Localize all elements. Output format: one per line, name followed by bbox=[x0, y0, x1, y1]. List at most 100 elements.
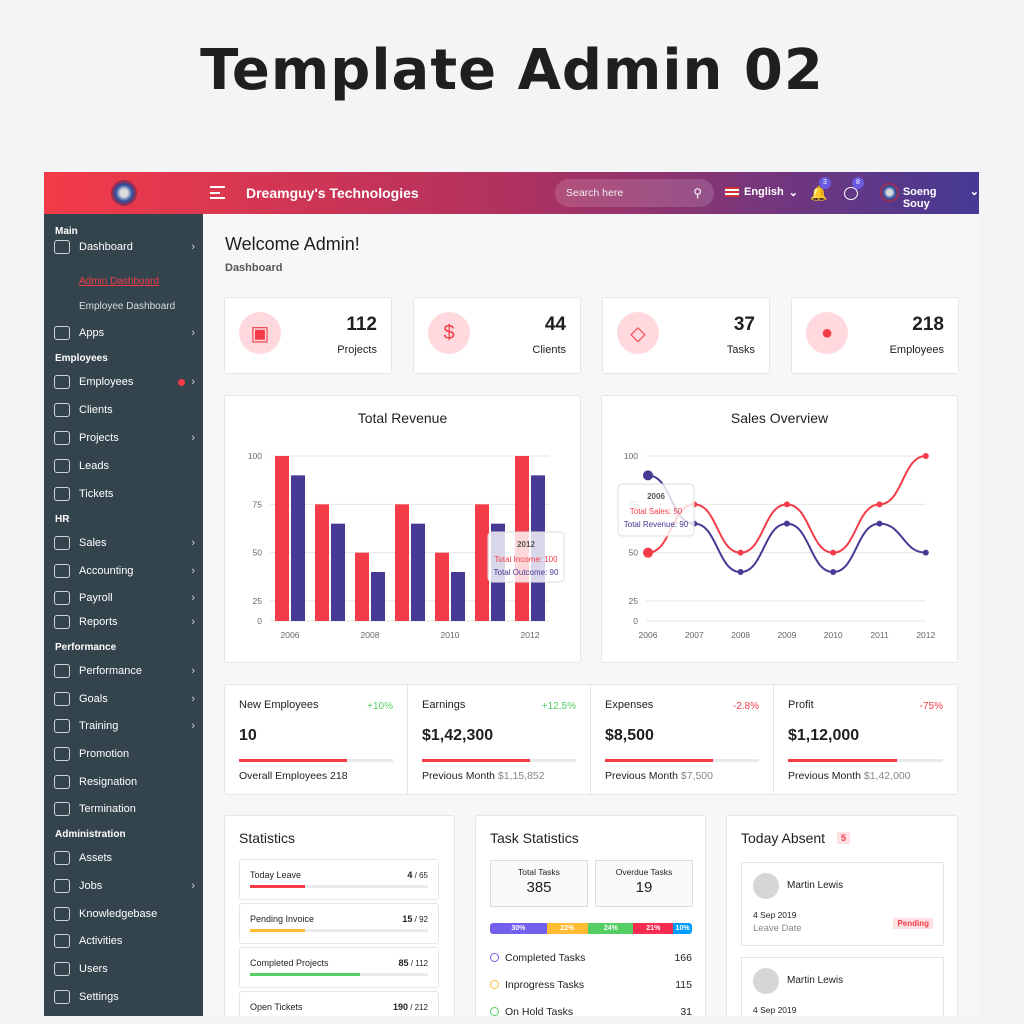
search-input[interactable]: Search here ⚲ bbox=[555, 179, 714, 207]
stat-label: Employees bbox=[889, 344, 944, 356]
y-tick-label: 25 bbox=[253, 596, 263, 606]
sidebar-item-label: Apps bbox=[79, 327, 105, 339]
tooltip-line: Total Revenue: 90 bbox=[624, 520, 689, 529]
chevron-right-icon: › bbox=[191, 241, 195, 253]
bar-total-outcome bbox=[451, 572, 465, 621]
sidebar-item-knowledgebase[interactable]: Knowledgebase bbox=[54, 904, 199, 924]
data-point bbox=[783, 501, 790, 508]
statistic-label: Completed Projects bbox=[250, 958, 329, 968]
sidebar-item-goals[interactable]: Goals › bbox=[54, 689, 199, 709]
data-point bbox=[876, 501, 883, 508]
stat-card-tasks[interactable]: ◇ 37 Tasks bbox=[602, 297, 770, 374]
sidebar-item-sales[interactable]: Sales › bbox=[54, 533, 199, 553]
welcome-heading: Welcome Admin! bbox=[225, 234, 360, 254]
total-tasks-label: Total Tasks bbox=[518, 867, 560, 877]
sidebar-item-employees[interactable]: Employees › bbox=[54, 372, 199, 392]
reports-icon bbox=[54, 615, 70, 629]
sidebar-item-jobs[interactable]: Jobs › bbox=[54, 876, 199, 896]
absent-item[interactable]: Martin Lewis 4 Sep 2019 Leave Date Pendi… bbox=[741, 862, 944, 946]
language-select[interactable]: English ⌄ bbox=[725, 186, 798, 199]
sidebar-subitem[interactable]: Employee Dashboard bbox=[79, 301, 176, 312]
kpi-footer: Previous Month $7,500 bbox=[605, 770, 759, 782]
kpi-progress bbox=[422, 759, 576, 762]
statistic-progress bbox=[250, 973, 428, 976]
sidebar-item-training[interactable]: Training › bbox=[54, 716, 199, 736]
task-value: 166 bbox=[674, 952, 692, 964]
sidebar-item-label: Users bbox=[79, 963, 108, 975]
x-tick-label: 2012 bbox=[521, 630, 540, 640]
sidebar-item-reports[interactable]: Reports › bbox=[54, 612, 199, 632]
breadcrumb: Dashboard bbox=[225, 262, 283, 274]
x-tick-label: 2009 bbox=[777, 630, 796, 640]
chart-title: Sales Overview bbox=[730, 410, 829, 426]
leads-icon bbox=[54, 459, 70, 473]
sidebar-item-projects[interactable]: Projects › bbox=[54, 428, 199, 448]
tooltip-line: Total Sales: 50 bbox=[630, 507, 683, 516]
menu-toggle-icon[interactable] bbox=[210, 186, 225, 199]
sidebar-item-payroll[interactable]: Payroll › bbox=[54, 588, 199, 608]
statistic-total: / 92 bbox=[414, 915, 428, 924]
accounting-icon bbox=[54, 564, 70, 578]
sidebar-item-accounting[interactable]: Accounting › bbox=[54, 561, 199, 581]
kpi-card: Earnings +12.5% $1,42,300 Previous Month $1… bbox=[408, 685, 591, 795]
sidebar-item-tickets[interactable]: Tickets bbox=[54, 484, 199, 504]
absent-item[interactable]: Martin Lewis 4 Sep 2019 bbox=[741, 957, 944, 1016]
sidebar-item-apps[interactable]: Apps › bbox=[54, 323, 199, 343]
message-badge: 8 bbox=[852, 177, 864, 189]
kpi-card: New Employees +10% 10 Overall Employees 218 bbox=[225, 685, 408, 795]
data-point bbox=[737, 549, 744, 556]
statistic-total: / 112 bbox=[410, 959, 428, 968]
stat-card-employees[interactable]: ● 218 Employees bbox=[791, 297, 959, 374]
user-name: Soeng Souy bbox=[902, 186, 937, 210]
task-segment: 10% bbox=[673, 923, 692, 934]
stat-card-projects[interactable]: ▣ 112 Projects bbox=[224, 297, 392, 374]
kpi-footer-label: Previous Month bbox=[788, 770, 861, 782]
chevron-right-icon: › bbox=[191, 720, 195, 732]
kpi-change: +10% bbox=[367, 701, 393, 712]
sidebar-item-label: Goals bbox=[79, 693, 108, 705]
page-title: Template Admin 02 bbox=[200, 38, 824, 103]
sidebar-item-assets[interactable]: Assets bbox=[54, 848, 199, 868]
kpi-footer-label: Overall Employees 218 bbox=[239, 770, 348, 782]
logo[interactable] bbox=[111, 180, 137, 206]
sales-icon bbox=[54, 536, 70, 550]
card-title: Task Statistics bbox=[490, 830, 579, 846]
kpi-footer-value: $7,500 bbox=[680, 770, 713, 782]
sidebar-section-title: HR bbox=[55, 514, 70, 525]
sidebar-item-settings[interactable]: Settings bbox=[54, 987, 199, 1007]
stat-card-clients[interactable]: $44 Clients bbox=[413, 297, 581, 374]
sidebar-item-termination[interactable]: Termination bbox=[54, 799, 199, 819]
task-label: Inprogress Tasks bbox=[505, 979, 585, 991]
termination-icon bbox=[54, 802, 70, 816]
payroll-icon bbox=[54, 591, 70, 605]
search-icon[interactable]: ⚲ bbox=[693, 186, 702, 200]
company-name: Dreamguy's Technologies bbox=[246, 185, 419, 201]
kpi-row: New Employees +10% 10 Overall Employees 218… bbox=[224, 684, 958, 795]
notification-dot bbox=[178, 378, 186, 386]
sidebar-item-activities[interactable]: Activities bbox=[54, 931, 199, 951]
chevron-down-icon: ⌄ bbox=[969, 186, 979, 198]
data-point bbox=[830, 549, 837, 556]
circle-dot-icon bbox=[490, 1007, 499, 1016]
kpi-card: Profit -75% $1,12,000 Previous Month $1,42,… bbox=[774, 685, 957, 795]
statistic-num: 15 bbox=[402, 914, 413, 924]
chat-icon[interactable] bbox=[844, 187, 858, 200]
sidebar-item-users[interactable]: Users bbox=[54, 959, 199, 979]
user-menu[interactable]: Soeng Souy ⌄ bbox=[880, 183, 979, 210]
leave-date: 4 Sep 2019 bbox=[753, 910, 797, 920]
charts-layer: 0 25 50 75 100 2006 2008 2010 2012 2012 Total Inco… bbox=[248, 451, 936, 640]
sidebar-subitem[interactable]: Admin Dashboard bbox=[79, 276, 160, 287]
settings-icon bbox=[54, 990, 70, 1004]
sidebar-item-dashboard[interactable]: Dashboard › bbox=[54, 237, 199, 257]
total-tasks-value: 385 bbox=[526, 879, 552, 896]
sidebar-item-label: Jobs bbox=[79, 880, 103, 892]
bell-icon[interactable]: 🔔 bbox=[810, 185, 828, 201]
absent-count-badge: 5 bbox=[837, 832, 851, 844]
sidebar-item-clients[interactable]: Clients bbox=[54, 400, 199, 420]
sidebar-item-performance[interactable]: Performance › bbox=[54, 661, 199, 681]
bar-total-income bbox=[435, 552, 449, 621]
sidebar-item-leads[interactable]: Leads bbox=[54, 456, 199, 476]
sidebar-item-promotion[interactable]: Promotion bbox=[54, 744, 199, 764]
sidebar-item-resignation[interactable]: Resignation bbox=[54, 772, 199, 792]
kpi-progress bbox=[605, 759, 759, 762]
